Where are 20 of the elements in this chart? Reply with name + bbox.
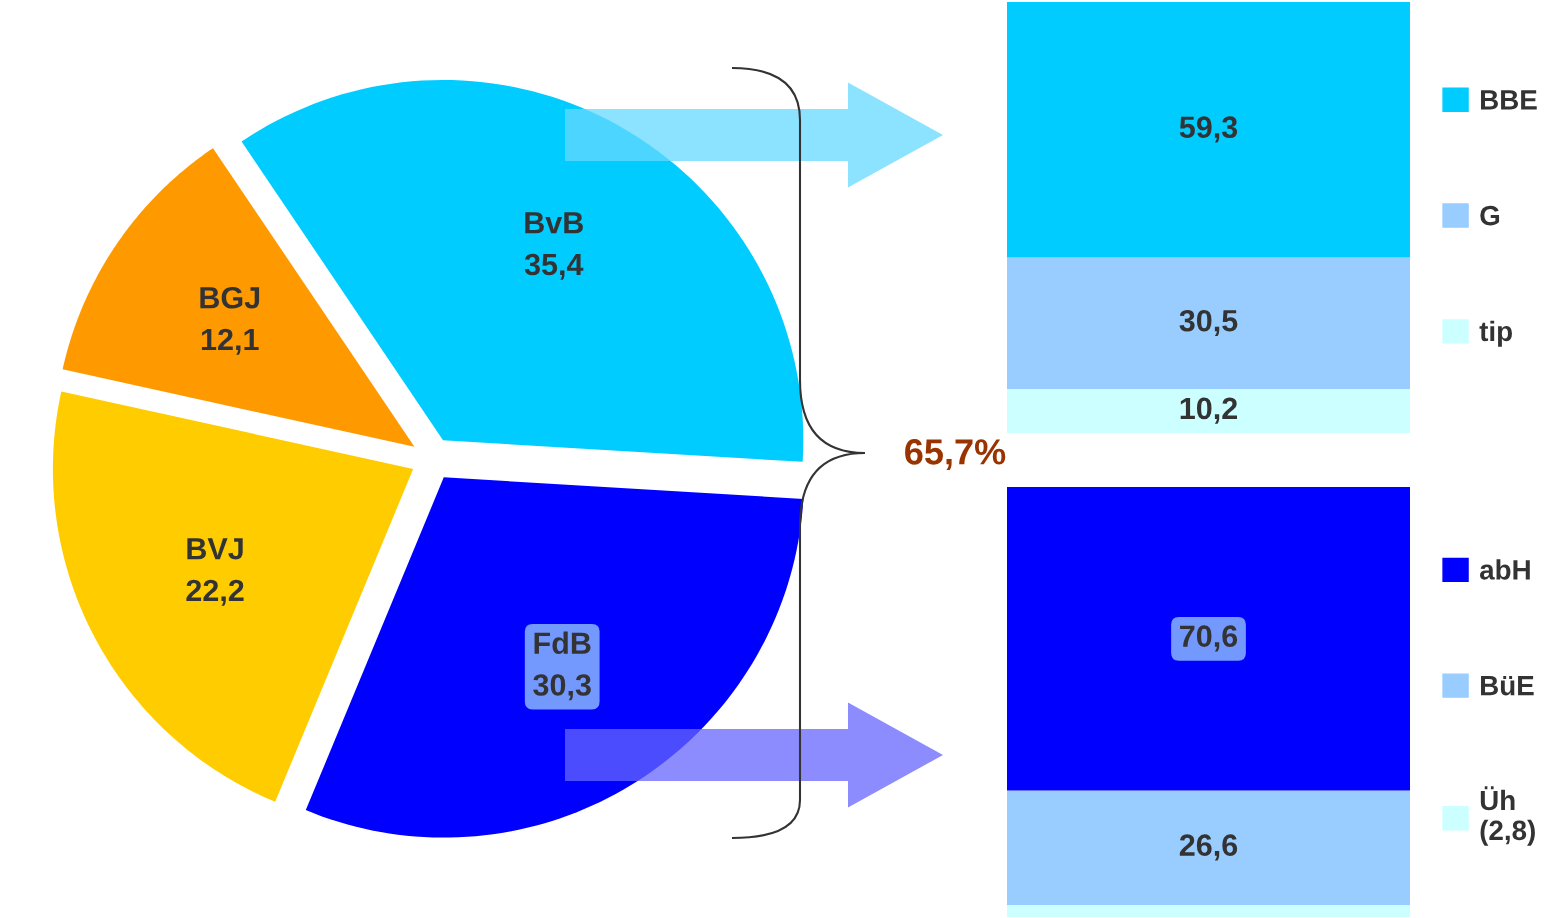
slice-label: FdB xyxy=(534,631,591,655)
legend-label: abH xyxy=(1479,559,1530,580)
data-label: 70,6 xyxy=(1180,625,1238,652)
slice-label: BvB xyxy=(525,212,583,234)
legend-label: BüE xyxy=(1481,675,1534,696)
legend-label: BBE xyxy=(1481,90,1537,110)
data-label: 59,3 xyxy=(1179,116,1238,143)
data-label: 30,5 xyxy=(1179,309,1238,336)
data-label: 12,1 xyxy=(201,328,259,355)
slice-label: BGJ xyxy=(200,286,260,309)
data-label: 30,3 xyxy=(533,674,591,701)
slice-label: BVJ xyxy=(187,538,243,560)
legend-label: G xyxy=(1480,205,1500,226)
data-label: 22,2 xyxy=(186,579,244,606)
text: 65,7% xyxy=(905,439,1006,470)
data-label: 10,2 xyxy=(1180,397,1238,424)
data-label: 35,4 xyxy=(524,253,584,280)
legend-label: Üh (2,8) xyxy=(1480,786,1535,846)
legend-label: tip xyxy=(1479,320,1512,347)
data-label: 26,6 xyxy=(1179,834,1238,861)
